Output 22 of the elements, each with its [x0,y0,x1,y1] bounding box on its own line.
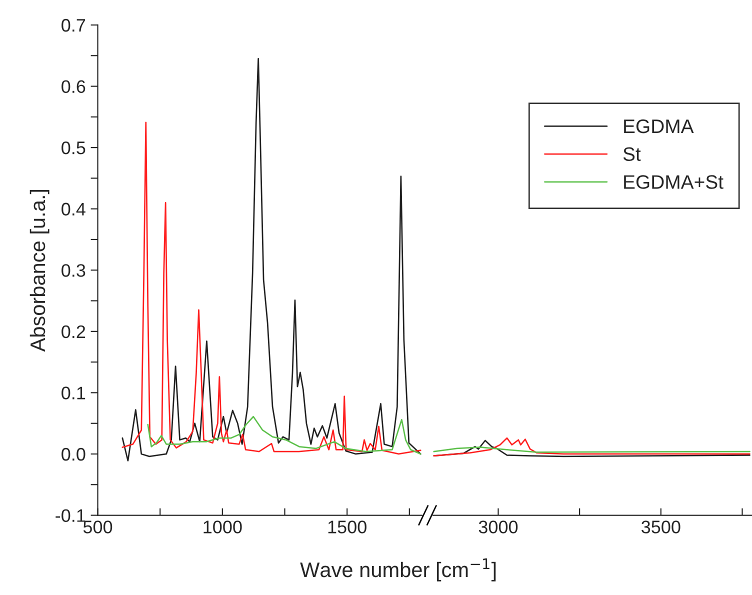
legend-label: EGDMA [624,119,694,134]
line-series [147,416,422,455]
y-tick-label: 0.5 [62,141,86,154]
legend-label: St [623,147,641,162]
y-axis-title: Absorbance [u.a.] [30,190,50,352]
y-tick-label: 0.1 [62,386,86,400]
line-series [122,122,422,455]
line-series [122,58,422,462]
x-tick-label: 3000 [478,520,518,534]
y-tick-label: 0.4 [62,202,86,216]
legend-label: EGDMA+St [624,175,724,189]
x-tick-label: 1500 [328,520,366,534]
x-axis-title: Wave number [cm$^{−1}$] [300,558,496,582]
x-tick-label: 3500 [642,520,680,534]
x-tick-label: 1000 [204,520,242,534]
x-tick-label: 500 [83,520,112,534]
y-tick-label: 0.6 [62,80,86,93]
y-tick-label: 0.7 [62,18,86,32]
y-tick-label: 0.2 [62,325,86,338]
y-tick-label: -0.1 [56,509,86,522]
y-tick-label: 0.3 [62,264,86,277]
y-tick-label: 0.0 [62,448,86,461]
